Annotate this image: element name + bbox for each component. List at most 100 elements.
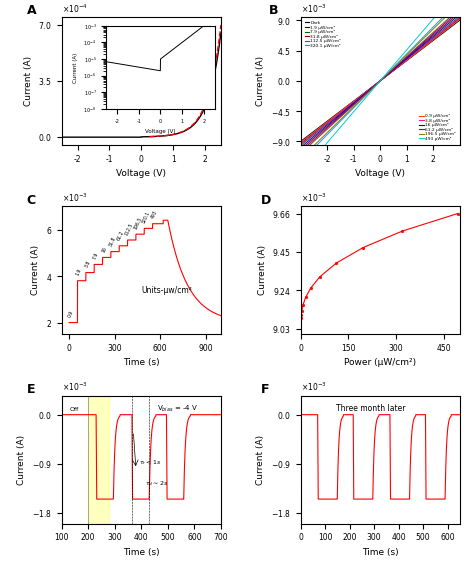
Line: 493 μW/cm²: 493 μW/cm² <box>301 0 460 174</box>
320.1 μW/cm² <box>457 0 463 3</box>
Text: $\tau_d \sim 2s$: $\tau_d \sim 2s$ <box>145 480 169 488</box>
0.9 μW/cm² <box>428 38 434 45</box>
Text: 112.5: 112.5 <box>124 222 134 236</box>
Text: 320.1: 320.1 <box>141 211 151 225</box>
196.5 μW/cm² <box>298 155 303 162</box>
Line: 31.8 μW/cm²: 31.8 μW/cm² <box>301 12 460 150</box>
7.9 μW/cm² <box>392 65 398 72</box>
196.5 μW/cm² <box>453 3 459 10</box>
112.5 μW/cm² <box>374 81 380 87</box>
Line: 0.9 μW/cm²: 0.9 μW/cm² <box>301 19 460 142</box>
0.9 μW/cm² <box>453 19 459 25</box>
Text: E: E <box>27 383 35 396</box>
0.9 μW/cm² <box>457 16 463 23</box>
61.2 μW/cm² <box>428 32 434 39</box>
196.5 μW/cm² <box>384 71 390 78</box>
X-axis label: Time (s): Time (s) <box>362 548 399 557</box>
0.9 μW/cm² <box>374 81 379 87</box>
Text: Three month later: Three month later <box>336 404 405 413</box>
61.2 μW/cm² <box>457 7 463 14</box>
Text: F: F <box>261 383 269 396</box>
320.1 μW/cm² <box>374 82 379 88</box>
Text: $\tau_r < 1s$: $\tau_r < 1s$ <box>138 458 161 467</box>
31.8 μW/cm² <box>428 34 434 41</box>
Text: 61.2: 61.2 <box>116 230 125 242</box>
3.8 μW/cm² <box>392 65 398 72</box>
Text: 493: 493 <box>150 210 158 220</box>
196.5 μW/cm² <box>374 82 379 88</box>
1.9 μW/cm² <box>453 18 459 25</box>
Line: 1.9 μW/cm²: 1.9 μW/cm² <box>301 18 460 144</box>
Y-axis label: Current (A): Current (A) <box>256 435 265 485</box>
Text: A: A <box>27 5 36 17</box>
Text: 196.5: 196.5 <box>132 216 143 230</box>
Y-axis label: Current (A): Current (A) <box>258 245 267 296</box>
Dark <box>428 39 434 46</box>
493 μW/cm² <box>392 60 398 66</box>
Text: V$_{bias}$ = -4 V: V$_{bias}$ = -4 V <box>157 404 199 414</box>
Text: 7.9: 7.9 <box>92 252 100 261</box>
112.5 μW/cm² <box>298 150 303 157</box>
7.9 μW/cm² <box>453 16 459 23</box>
3.8 μW/cm² <box>298 141 303 148</box>
0.9 μW/cm² <box>392 66 398 73</box>
0.9 μW/cm² <box>384 73 390 79</box>
31.8 μW/cm² <box>374 81 379 88</box>
Text: Off: Off <box>70 407 79 412</box>
31.8 μW/cm² <box>392 64 398 71</box>
Line: 196.5 μW/cm²: 196.5 μW/cm² <box>301 3 460 159</box>
Line: Dark: Dark <box>301 20 460 141</box>
3.8 μW/cm² <box>374 80 380 87</box>
Legend: 0.9 μW/cm², 3.8 μW/cm², 16 μW/cm², 61.2 μW/cm², 196.5 μW/cm², 493 μW/cm²: 0.9 μW/cm², 3.8 μW/cm², 16 μW/cm², 61.2 … <box>418 112 457 142</box>
320.1 μW/cm² <box>298 158 303 165</box>
Dark <box>298 138 303 145</box>
Text: 0.9: 0.9 <box>67 310 74 319</box>
493 μW/cm² <box>374 82 379 89</box>
112.5 μW/cm² <box>457 5 463 11</box>
Text: C: C <box>27 194 36 207</box>
Y-axis label: Current (A): Current (A) <box>18 435 26 485</box>
31.8 μW/cm² <box>457 9 463 16</box>
61.2 μW/cm² <box>298 148 303 155</box>
493 μW/cm² <box>374 81 380 88</box>
Line: 320.1 μW/cm²: 320.1 μW/cm² <box>301 0 460 162</box>
Dark <box>374 80 380 87</box>
Text: D: D <box>261 194 271 207</box>
Text: Units-μw/cm²: Units-μw/cm² <box>141 286 192 295</box>
61.2 μW/cm² <box>384 72 390 78</box>
Line: 16 μW/cm²: 16 μW/cm² <box>301 14 460 148</box>
X-axis label: Time (s): Time (s) <box>123 359 160 368</box>
31.8 μW/cm² <box>374 80 380 87</box>
112.5 μW/cm² <box>453 8 459 15</box>
112.5 μW/cm² <box>384 72 390 78</box>
X-axis label: Voltage (V): Voltage (V) <box>355 169 405 178</box>
16 μW/cm² <box>298 144 303 151</box>
7.9 μW/cm² <box>457 13 463 20</box>
Bar <box>88 396 109 524</box>
7.9 μW/cm² <box>428 36 434 43</box>
320.1 μW/cm² <box>428 26 434 33</box>
Dark <box>384 73 390 79</box>
7.9 μW/cm² <box>298 142 303 149</box>
X-axis label: Power (μW/cm²): Power (μW/cm²) <box>344 359 416 368</box>
31.8 μW/cm² <box>453 12 459 19</box>
16 μW/cm² <box>457 11 463 17</box>
7.9 μW/cm² <box>374 80 380 87</box>
61.2 μW/cm² <box>374 81 379 88</box>
0.9 μW/cm² <box>298 139 303 146</box>
16 μW/cm² <box>374 80 380 87</box>
61.2 μW/cm² <box>374 80 380 87</box>
196.5 μW/cm² <box>457 0 463 6</box>
16 μW/cm² <box>428 35 434 42</box>
X-axis label: Voltage (V): Voltage (V) <box>116 169 166 178</box>
Text: B: B <box>269 5 278 17</box>
Dark <box>457 17 463 24</box>
Dark <box>374 81 379 87</box>
112.5 μW/cm² <box>428 31 434 38</box>
Line: 7.9 μW/cm²: 7.9 μW/cm² <box>301 16 460 145</box>
Text: 31.8: 31.8 <box>108 236 117 248</box>
320.1 μW/cm² <box>384 71 390 78</box>
1.9 μW/cm² <box>457 15 463 21</box>
Text: 1.9: 1.9 <box>75 268 83 277</box>
493 μW/cm² <box>298 171 303 177</box>
